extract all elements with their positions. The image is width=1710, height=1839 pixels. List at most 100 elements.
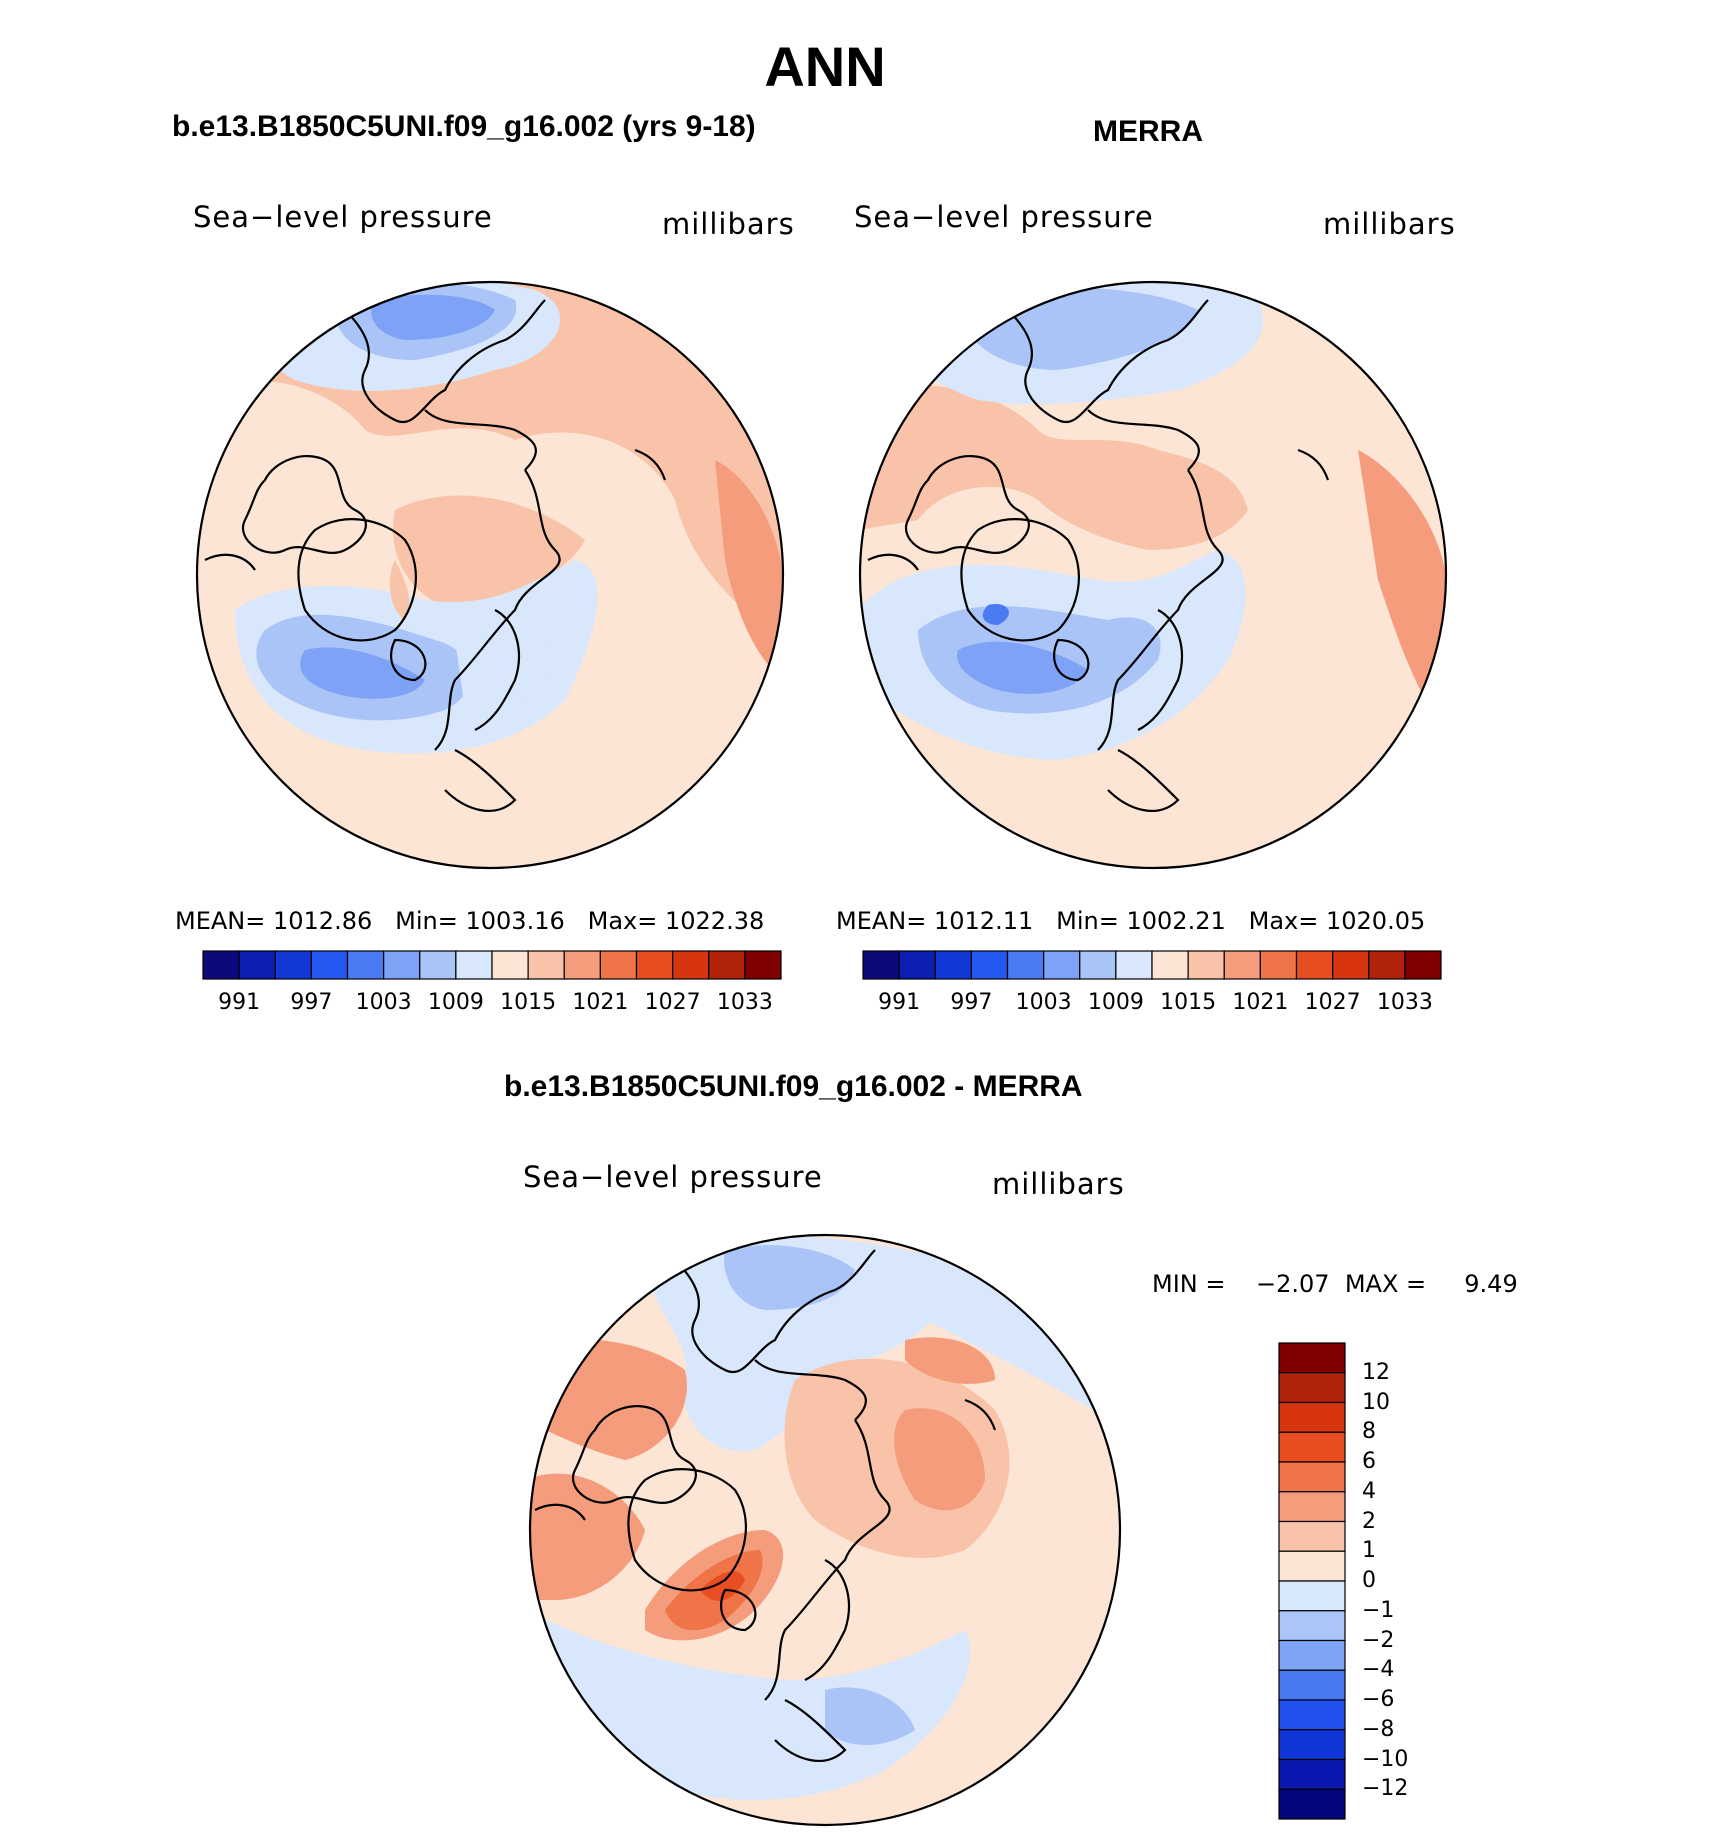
panel-1-min-label: Min= (395, 907, 458, 935)
colorbar-tick-label: 997 (290, 990, 333, 1015)
colorbar-swatch (1278, 1788, 1346, 1820)
panel-2-title: MERRA (1093, 115, 1203, 148)
colorbar-swatch (1187, 950, 1225, 980)
colorbar-tick-label: 1027 (644, 990, 701, 1015)
colorbar-swatch (1278, 1729, 1346, 1761)
colorbar-swatch (1278, 1639, 1346, 1671)
colorbar-tick-label: 4 (1362, 1478, 1376, 1504)
colorbar-swatch (1278, 1461, 1346, 1493)
panel-2-min-label: Min= (1056, 907, 1119, 935)
colorbar-tick-label: 991 (878, 990, 921, 1015)
colorbar-swatch (1278, 1401, 1346, 1433)
panel-2-variable: Sea−level pressure (854, 200, 1154, 234)
colorbar-swatch (1332, 950, 1370, 980)
colorbar-swatch (934, 950, 972, 980)
colorbar-swatch (202, 950, 240, 980)
colorbar-tick-label: 1015 (500, 990, 557, 1015)
colorbar-tick-label: 1021 (572, 990, 629, 1015)
colorbar-swatch (1079, 950, 1117, 980)
colorbar-swatch (383, 950, 421, 980)
colorbar-swatch (238, 950, 276, 980)
colorbar-swatch (635, 950, 674, 980)
difference-title: b.e13.B1850C5UNI.f09_g16.002 - MERRA (504, 1070, 1083, 1103)
panel-2-mean-label: MEAN= (836, 907, 927, 935)
colorbar-tick-label: −6 (1362, 1687, 1395, 1712)
colorbar-tick-label: 1033 (716, 990, 773, 1015)
colorbar-tick-label: 1 (1362, 1538, 1376, 1564)
colorbar-tick-label: 1003 (1015, 990, 1072, 1015)
colorbar-tick-label: −10 (1362, 1746, 1409, 1772)
colorbar-tick-label: 8 (1362, 1419, 1376, 1445)
colorbar-swatch (563, 950, 601, 980)
colorbar-swatch (310, 950, 349, 980)
colorbar-tick-label: 1009 (427, 990, 484, 1015)
colorbar-swatch (1278, 1491, 1346, 1523)
panel-1-units: millibars (662, 207, 795, 241)
panel-1-title: b.e13.B1850C5UNI.f09_g16.002 (yrs 9-18) (172, 110, 756, 143)
panel-1-stats: MEAN= 1012.86 Min= 1003.16 Max= 1022.38 (175, 907, 764, 935)
panel-2-stats: MEAN= 1012.11 Min= 1002.21 Max= 1020.05 (836, 907, 1425, 935)
panel-1-colorbar-ticks: 991 997 1003 1009 1015 1021 1027 1033 (202, 990, 782, 1020)
colorbar-swatch (1278, 1610, 1346, 1642)
colorbar-swatch (1115, 950, 1153, 980)
colorbar-swatch (1368, 950, 1406, 980)
colorbar-swatch (1259, 950, 1298, 980)
colorbar-swatch (708, 950, 746, 980)
colorbar-tick-label: −1 (1362, 1597, 1395, 1623)
panel-2-units: millibars (1323, 207, 1456, 241)
colorbar-swatch (970, 950, 1009, 980)
difference-colorbar (1278, 1342, 1346, 1820)
colorbar-swatch (1295, 950, 1334, 980)
colorbar-swatch (898, 950, 936, 980)
panel-2-map (858, 280, 1448, 870)
panel-2-max-value: 1020.05 (1326, 907, 1426, 935)
colorbar-swatch (599, 950, 638, 980)
colorbar-swatch (1278, 1669, 1346, 1701)
difference-variable: Sea−level pressure (523, 1160, 823, 1194)
colorbar-tick-label: 1027 (1304, 990, 1361, 1015)
panel-2-min-value: 1002.21 (1126, 907, 1226, 935)
colorbar-swatch (1006, 950, 1045, 980)
colorbar-swatch (1278, 1580, 1346, 1612)
colorbar-tick-label: 10 (1362, 1389, 1390, 1415)
difference-max-value: 9.49 (1464, 1270, 1518, 1298)
colorbar-tick-label: 1033 (1376, 990, 1433, 1015)
colorbar-tick-label: −12 (1362, 1776, 1409, 1802)
difference-colorbar-ticks: 12 10 8 6 4 2 1 0 −1 −2 −4 −6 −8 −10 −12 (1362, 1342, 1482, 1822)
panel-2-mean-value: 1012.11 (934, 907, 1034, 935)
colorbar-tick-label: 1003 (355, 990, 412, 1015)
colorbar-swatch (1404, 950, 1442, 980)
panel-2-colorbar-ticks: 991 997 1003 1009 1015 1021 1027 1033 (862, 990, 1442, 1020)
colorbar-tick-label: 1009 (1087, 990, 1144, 1015)
difference-min-value: −2.07 (1256, 1270, 1330, 1298)
colorbar-swatch (1278, 1699, 1346, 1731)
difference-min-label: MIN = (1152, 1270, 1226, 1298)
colorbar-swatch (1043, 950, 1081, 980)
colorbar-swatch (346, 950, 385, 980)
colorbar-swatch (1278, 1520, 1346, 1552)
colorbar-swatch (1278, 1550, 1346, 1582)
colorbar-tick-label: 2 (1362, 1508, 1376, 1534)
colorbar-swatch (1278, 1372, 1346, 1404)
colorbar-swatch (274, 950, 312, 980)
colorbar-tick-label: 0 (1362, 1568, 1376, 1593)
panel-1-min-value: 1003.16 (465, 907, 565, 935)
figure-title: ANN (764, 35, 886, 98)
colorbar-swatch (1151, 950, 1189, 980)
colorbar-tick-label: 997 (950, 990, 993, 1015)
colorbar-swatch (672, 950, 710, 980)
colorbar-tick-label: 1015 (1160, 990, 1217, 1015)
difference-minmax: MIN = −2.07 MAX = 9.49 (1152, 1270, 1518, 1298)
panel-1-colorbar (202, 950, 782, 980)
difference-units: millibars (992, 1167, 1125, 1201)
panel-1-map (195, 280, 785, 870)
panel-1-mean-value: 1012.86 (273, 907, 373, 935)
colorbar-swatch (491, 950, 529, 980)
colorbar-swatch (419, 950, 457, 980)
colorbar-tick-label: −2 (1362, 1627, 1395, 1653)
colorbar-swatch (862, 950, 900, 980)
colorbar-tick-label: 12 (1362, 1359, 1390, 1385)
colorbar-swatch (527, 950, 565, 980)
panel-1-max-label: Max= (587, 907, 658, 935)
difference-map (528, 1233, 1122, 1827)
